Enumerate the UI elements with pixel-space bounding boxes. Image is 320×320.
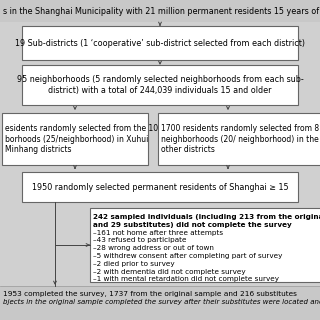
Text: 242 sampled individuals (including 213 from the original s: 242 sampled individuals (including 213 f… [93, 214, 320, 220]
Text: –161 not home after three attempts: –161 not home after three attempts [93, 229, 223, 236]
Text: and 29 substitutes) did not complete the survey: and 29 substitutes) did not complete the… [93, 222, 292, 228]
Text: –28 wrong address or out of town: –28 wrong address or out of town [93, 245, 214, 251]
Text: –2 died prior to survey: –2 died prior to survey [93, 261, 175, 267]
Text: –5 withdrew consent after completing part of survey: –5 withdrew consent after completing par… [93, 253, 282, 259]
Bar [158, 113, 320, 165]
Text: s in the Shanghai Municipality with 21 million permanent residents 15 years of a: s in the Shanghai Municipality with 21 m… [3, 6, 320, 15]
Text: esidents randomly selected from the 10
borhoods (25/neighborhood) in Xuhui
Minha: esidents randomly selected from the 10 b… [5, 124, 158, 154]
Text: 95 neighborhoods (5 randomly selected neighborhoods from each sub-
district) wit: 95 neighborhoods (5 randomly selected ne… [17, 75, 303, 95]
Bar [2, 113, 148, 165]
Bar [22, 65, 298, 105]
Bar [22, 172, 298, 202]
Text: 1700 residents randomly selected from 8
neighborhoods (20/ neighborhood) in the
: 1700 residents randomly selected from 8 … [161, 124, 319, 154]
Text: –2 with dementia did not complete survey: –2 with dementia did not complete survey [93, 268, 246, 275]
Text: 1953 completed the survey, 1737 from the original sample and 216 substitutes: 1953 completed the survey, 1737 from the… [3, 291, 297, 297]
Text: 1950 randomly selected permanent residents of Shanghai ≥ 15: 1950 randomly selected permanent residen… [32, 182, 288, 191]
Text: –1 with mental retardation did not complete survey: –1 with mental retardation did not compl… [93, 276, 279, 282]
Bar [0, 0, 320, 22]
Text: 19 Sub-districts (1 ‘cooperative’ sub-district selected from each district): 19 Sub-districts (1 ‘cooperative’ sub-di… [15, 38, 305, 47]
Bar [90, 208, 320, 282]
Bar [22, 26, 298, 60]
Text: –43 refused to participate: –43 refused to participate [93, 237, 187, 244]
Bar [0, 286, 320, 320]
Text: bjects in the original sample completed the survey after their substitutes were : bjects in the original sample completed … [3, 299, 320, 305]
